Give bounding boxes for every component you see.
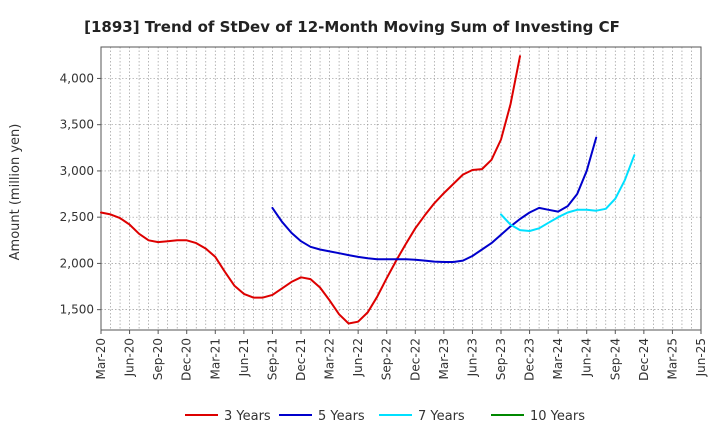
x-tick-label: Dec-24 — [637, 338, 651, 381]
x-tick-label: Dec-20 — [180, 338, 194, 381]
x-tick-label: Mar-23 — [437, 338, 451, 379]
x-tick-label: Mar-22 — [323, 338, 337, 379]
legend-label-3-years: 3 Years — [224, 409, 271, 424]
plot-area: 1,500 2,000 2,500 3,000 3,500 4,000 Mar-20 Jun-… — [60, 46, 708, 381]
x-tick-label: Sep-20 — [151, 338, 165, 380]
legend-label-7-years: 7 Years — [418, 409, 465, 424]
x-tick-label: Jun-20 — [123, 338, 137, 377]
x-tick-label: Sep-24 — [608, 338, 622, 380]
y-tick-label: 1,500 — [60, 303, 94, 317]
x-tick-label: Dec-21 — [294, 338, 308, 381]
x-tick-label: Dec-22 — [408, 338, 422, 381]
series-line-7-years — [500, 154, 636, 232]
x-tick-label: Jun-23 — [465, 338, 479, 377]
plot-frame — [100, 46, 702, 331]
chart-title: [1893] Trend of StDev of 12-Month Moving… — [84, 18, 620, 36]
y-tick-label: 3,000 — [60, 164, 94, 178]
x-tick-label: Mar-20 — [94, 338, 108, 379]
x-tick-label: Sep-23 — [494, 338, 508, 380]
series-line-5-years — [271, 136, 598, 263]
y-tick-label: 3,500 — [60, 118, 94, 132]
legend-label-5-years: 5 Years — [318, 409, 365, 424]
plot-background — [101, 47, 701, 330]
y-tick-label: 2,000 — [60, 256, 94, 270]
x-tick-label: Sep-22 — [380, 338, 394, 380]
legend-label-10-years: 10 Years — [530, 409, 585, 424]
series-line-3-years — [100, 55, 521, 325]
y-axis-label: Amount (million yen) — [8, 124, 23, 261]
x-tick-label: Jun-21 — [237, 338, 251, 377]
x-tick-label: Mar-21 — [208, 338, 222, 379]
x-tick-label: Mar-24 — [551, 338, 565, 379]
x-tick-label: Mar-25 — [665, 338, 679, 379]
x-tick-label: Dec-23 — [523, 338, 537, 381]
x-tick-label: Sep-21 — [265, 338, 279, 380]
x-tick-label: Jun-25 — [694, 338, 708, 377]
y-tick-label: 4,000 — [60, 71, 94, 85]
y-tick-label: 2,500 — [60, 210, 94, 224]
legend: 3 Years 5 Years 7 Years 10 Years — [185, 409, 585, 424]
x-tick-label: Jun-22 — [351, 338, 365, 377]
x-tick-label: Jun-24 — [580, 338, 594, 377]
